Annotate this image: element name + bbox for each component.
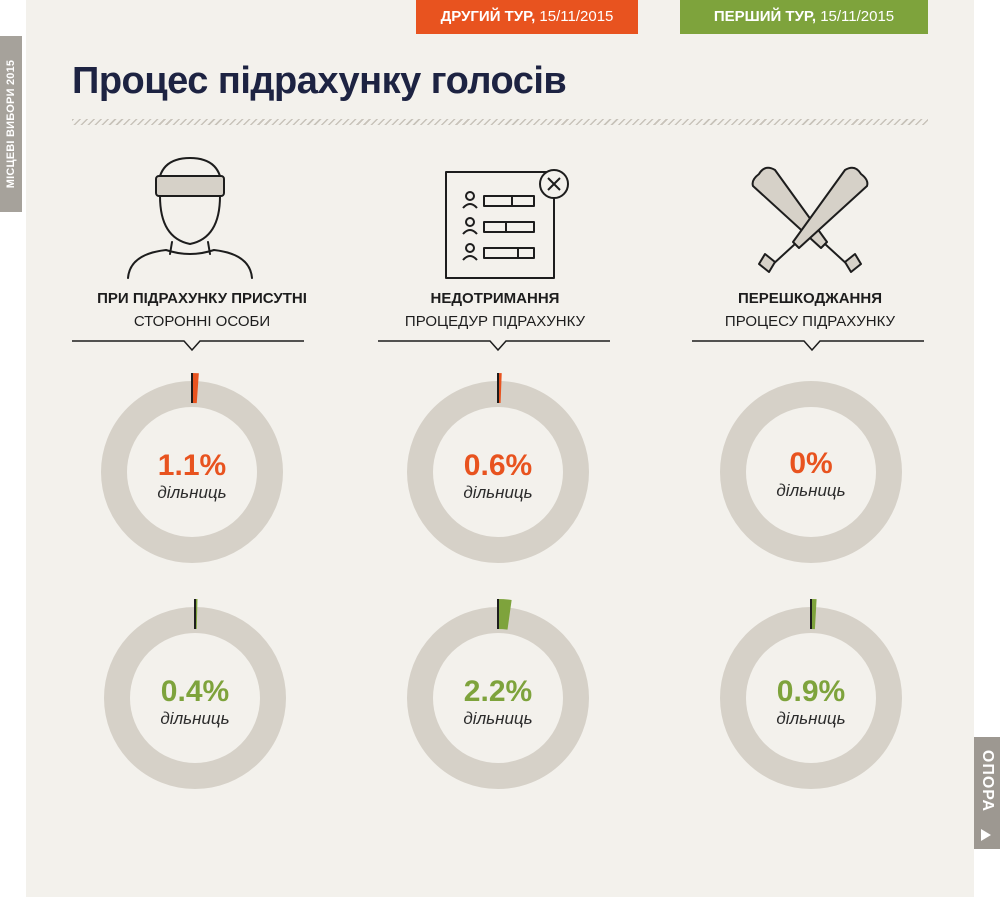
value-label-first-0: 0.4% дільниць (160, 675, 230, 729)
donut-second-round-1 (407, 373, 589, 563)
title-divider (72, 119, 928, 125)
donut-value-arc (811, 599, 817, 630)
infographic-panel (26, 0, 974, 897)
tab-second-round[interactable]: ДРУГИЙ ТУР, 15/11/2015 (416, 0, 638, 34)
value-label-second-0: 1.1% дільниць (157, 449, 227, 503)
value-label-first-2: 0.9% дільниць (776, 675, 846, 729)
category-divider-0 (72, 340, 304, 352)
crossed-bats-icon (751, 166, 869, 273)
donut-track (720, 381, 902, 563)
page-title: Процес підрахунку голосів (72, 60, 567, 102)
value-label-first-1: 2.2% дільниць (463, 675, 533, 729)
tab-second-name: ДРУГИЙ ТУР, (440, 8, 536, 25)
logo-arrow-icon (981, 829, 991, 841)
ballot-cancel-icon (445, 169, 569, 279)
tab-second-date: 15/11/2015 (539, 8, 614, 25)
donut-value-arc (498, 599, 512, 630)
value-label-second-1: 0.6% дільниць (463, 449, 533, 503)
donut-first-round-1 (407, 599, 589, 789)
tab-first-name: ПЕРШИЙ ТУР, (713, 8, 817, 25)
value-label-second-2: 0% дільниць (776, 447, 846, 501)
donut-first-round-2 (720, 599, 902, 789)
category-label-2: ПЕРЕШКОДЖАННЯ ПРОЦЕСУ ПІДРАХУНКУ (724, 290, 896, 330)
category-label-0: ПРИ ПІДРАХУНКУ ПРИСУТНІ СТОРОННІ ОСОБИ (97, 290, 307, 330)
category-label-1: НЕДОТРИМАННЯ ПРОЦЕДУР ПІДРАХУНКУ (404, 290, 586, 330)
donut-first-round-0 (104, 599, 286, 789)
masked-person-icon (127, 157, 253, 279)
tab-first-round[interactable]: ПЕРШИЙ ТУР, 15/11/2015 (680, 0, 928, 34)
side-label: МІСЦЕВІ ВИБОРИ 2015 (0, 36, 22, 212)
category-divider-2 (692, 340, 924, 352)
category-divider-1 (378, 340, 610, 352)
donut-second-round-2 (720, 381, 902, 563)
tab-first-date: 15/11/2015 (820, 8, 895, 25)
donut-value-arc (192, 373, 199, 404)
donut-second-round-0 (101, 373, 283, 563)
opora-logo: ОПОРА (974, 737, 1000, 849)
